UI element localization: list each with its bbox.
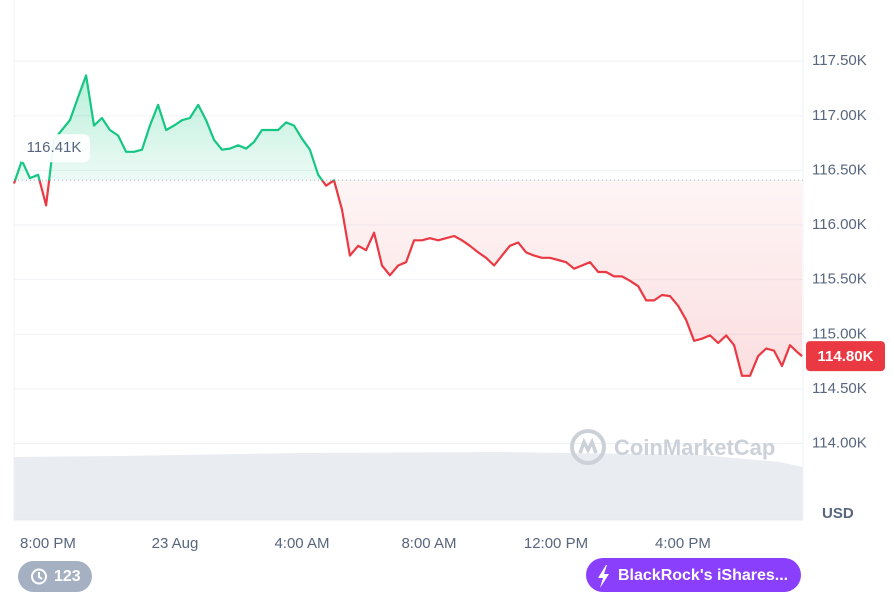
volume-area <box>14 452 803 520</box>
news-button-text[interactable]: BlackRock's iShares... <box>618 567 788 584</box>
y-tick-label: 116.50K <box>812 161 867 178</box>
last-price-text: 114.80K <box>818 348 874 365</box>
watermark-logo-mark <box>578 437 598 454</box>
y-tick-label: 117.00K <box>812 107 867 124</box>
last-price-label: 114.80K <box>806 341 885 372</box>
history-badge[interactable]: 123 <box>18 561 92 592</box>
x-tick-label: 23 Aug <box>152 535 199 552</box>
history-count: 123 <box>54 568 81 585</box>
y-tick-label: 117.50K <box>812 52 867 69</box>
y-tick-label: 115.00K <box>812 325 867 342</box>
x-tick-label: 8:00 AM <box>401 535 456 552</box>
y-tick-label: 116.00K <box>812 216 867 233</box>
price-area <box>14 75 802 376</box>
y-axis-label: USD <box>822 505 854 522</box>
history-icon-hands <box>38 572 43 580</box>
watermark: CoinMarketCap <box>570 429 775 465</box>
x-tick-label: 4:00 AM <box>274 535 329 552</box>
x-tick-label: 4:00 PM <box>655 535 711 552</box>
y-tick-label: 115.50K <box>812 271 867 288</box>
y-tick-label: 114.50K <box>812 380 867 397</box>
price-line <box>12 74 803 377</box>
history-badge-bg[interactable] <box>18 561 92 592</box>
history-icon <box>31 568 47 585</box>
news-button-bg[interactable] <box>586 558 801 592</box>
x-tick-label: 12:00 PM <box>524 535 588 552</box>
baseline-label: 116.41K <box>18 134 90 163</box>
lightning-icon <box>598 565 609 588</box>
plot <box>12 74 803 377</box>
baseline-label-text: 116.41K <box>27 139 82 156</box>
baseline-label-bg <box>18 134 90 163</box>
x-tick-label: 8:00 PM <box>20 535 76 552</box>
y-tick-label: 114.00K <box>812 434 867 451</box>
news-button[interactable]: BlackRock's iShares... <box>586 558 801 592</box>
watermark-text: CoinMarketCap <box>614 435 775 460</box>
watermark-logo <box>570 429 606 465</box>
last-price-bg <box>806 341 885 372</box>
